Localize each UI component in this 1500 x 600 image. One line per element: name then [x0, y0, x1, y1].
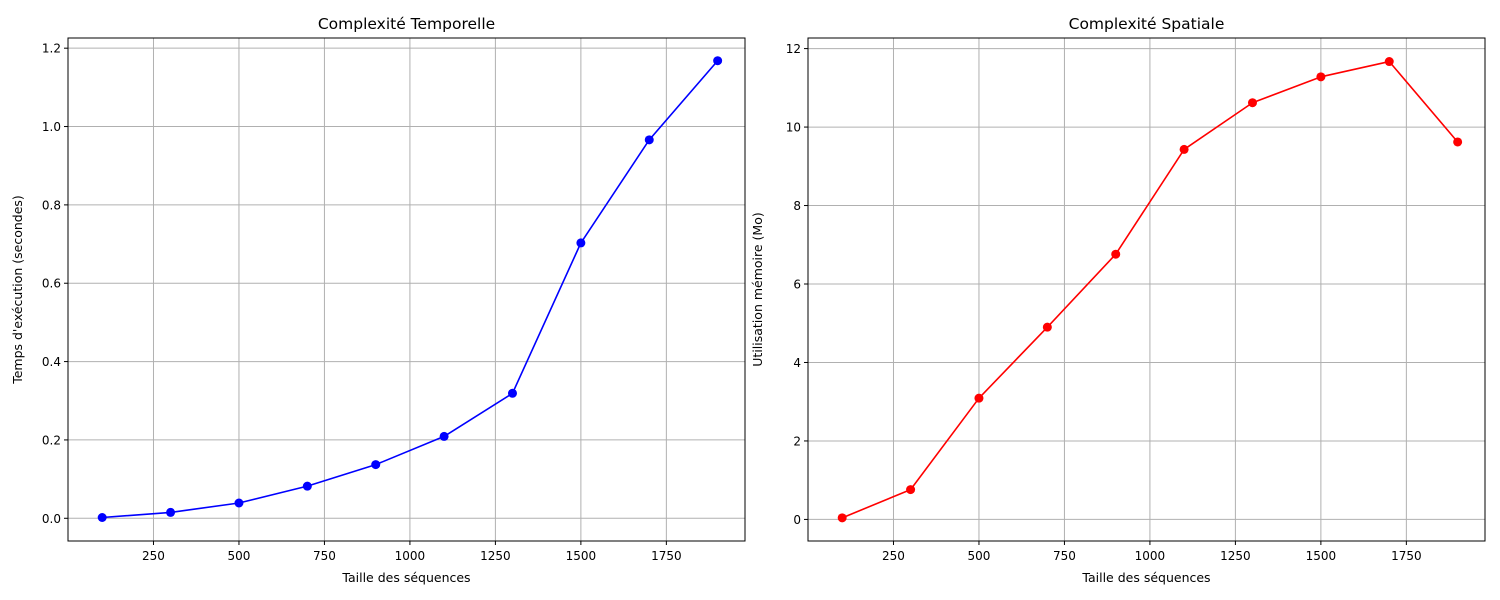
- data-point: [371, 460, 381, 470]
- data-point: [974, 393, 984, 403]
- data-point: [1111, 249, 1121, 259]
- x-axis-label: Taille des séquences: [1081, 570, 1210, 585]
- x-tick-label: 1000: [395, 549, 426, 563]
- y-tick-label: 4: [793, 356, 801, 370]
- data-point: [713, 56, 723, 66]
- axes-frame: [67, 37, 746, 542]
- x-tick-label: 1000: [1135, 549, 1166, 563]
- data-point: [1316, 72, 1326, 82]
- data-point: [837, 513, 847, 523]
- y-tick-label: 2: [793, 434, 801, 448]
- y-axis-label: Utilisation mémoire (Mo): [750, 212, 765, 366]
- axes-frame: [807, 37, 1486, 542]
- data-point: [1042, 322, 1052, 332]
- y-tick-label: 0.8: [42, 198, 61, 212]
- x-tick-label: 1750: [651, 549, 682, 563]
- data-point: [1247, 98, 1257, 108]
- data-point: [1179, 144, 1189, 154]
- x-axis-label: Taille des séquences: [341, 570, 470, 585]
- y-tick-label: 0.2: [42, 433, 61, 447]
- chart-0: 250 500 750 1000 1250 1500 1750 0.0 0.2 0.4 0.6 0.8…: [10, 15, 746, 585]
- data-point: [1384, 57, 1394, 67]
- y-tick-label: 6: [793, 278, 801, 292]
- x-tick-label: 1500: [1306, 549, 1337, 563]
- x-tick-label: 1500: [566, 549, 597, 563]
- data-point: [234, 498, 244, 508]
- x-tick-label: 1250: [1220, 549, 1251, 563]
- x-tick-label: 500: [968, 549, 991, 563]
- data-point: [906, 485, 916, 495]
- data-point: [166, 507, 176, 517]
- chart-1: 250 500 750 1000 1250 1500 1750 0 2 4 6 8 10 12 Comple…: [750, 15, 1486, 585]
- x-tick-label: 500: [228, 549, 251, 563]
- x-tick-label: 1250: [480, 549, 511, 563]
- x-tick-label: 750: [1053, 549, 1076, 563]
- y-tick-label: 0.6: [42, 277, 61, 291]
- data-point: [302, 481, 312, 491]
- x-tick-label: 250: [142, 549, 165, 563]
- series-line: [841, 60, 1459, 519]
- data-point: [576, 238, 586, 248]
- data-point: [507, 388, 517, 398]
- y-tick-label: 0.0: [42, 512, 61, 526]
- data-point: [1453, 137, 1463, 147]
- data-point: [644, 135, 654, 145]
- y-tick-label: 0.4: [42, 355, 61, 369]
- y-tick-label: 8: [793, 199, 801, 213]
- chart-title: Complexité Temporelle: [318, 15, 495, 33]
- x-tick-label: 750: [313, 549, 336, 563]
- chart-title: Complexité Spatiale: [1069, 15, 1225, 33]
- y-tick-label: 0: [793, 513, 801, 527]
- data-point: [97, 512, 107, 522]
- y-tick-label: 1.0: [42, 120, 61, 134]
- x-tick-label: 250: [882, 549, 905, 563]
- x-tick-label: 1750: [1391, 549, 1422, 563]
- y-tick-label: 10: [786, 121, 801, 135]
- y-tick-label: 1.2: [42, 42, 61, 56]
- y-axis-label: Temps d'exécution (secondes): [10, 195, 25, 385]
- data-point: [439, 431, 449, 441]
- y-tick-label: 12: [786, 42, 801, 56]
- series-line: [102, 60, 719, 519]
